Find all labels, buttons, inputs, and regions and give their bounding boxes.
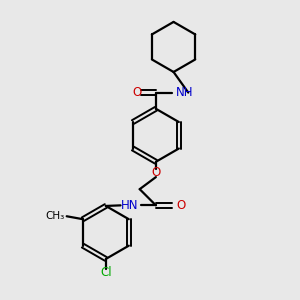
Text: O: O: [132, 86, 142, 99]
Text: O: O: [176, 199, 186, 212]
Text: HN: HN: [121, 199, 138, 212]
Text: Cl: Cl: [100, 266, 112, 279]
Text: O: O: [151, 167, 160, 179]
Text: NH: NH: [176, 86, 193, 99]
Text: CH₃: CH₃: [45, 211, 64, 221]
